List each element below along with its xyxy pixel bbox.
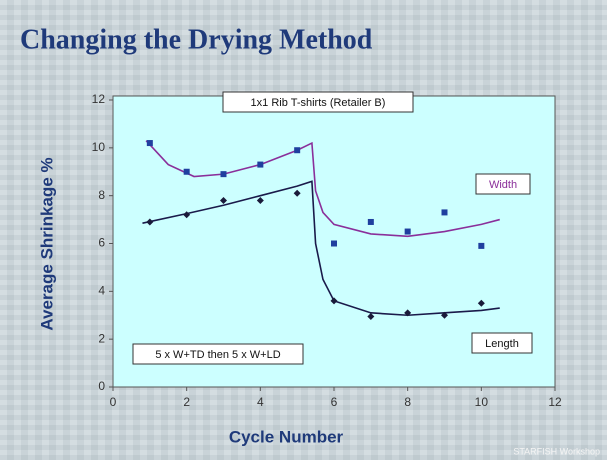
y-tick-label: 12 <box>92 92 106 106</box>
annotation-box <box>471 332 533 354</box>
point <box>331 240 337 247</box>
x-tick-label: 8 <box>404 395 411 409</box>
point <box>404 309 412 317</box>
y-tick-label: 4 <box>98 284 105 298</box>
point <box>478 242 485 249</box>
y-tick-label: 2 <box>98 331 105 345</box>
point <box>256 196 264 204</box>
x-tick-label: 6 <box>331 395 338 409</box>
x-tick-label: 12 <box>548 395 562 409</box>
point <box>441 209 448 216</box>
y-tick-label: 10 <box>92 140 106 154</box>
footer: STARFISH Workshop <box>513 446 600 456</box>
x-axis-label: Cycle Number <box>229 427 344 446</box>
point <box>294 147 301 154</box>
point <box>220 196 227 204</box>
point <box>183 168 190 175</box>
point <box>146 140 153 147</box>
annotation: 5 x W+TD then 5 x W+LD <box>155 349 280 361</box>
y-tick-label: 8 <box>98 188 105 202</box>
annotation-box <box>132 343 304 365</box>
point <box>257 161 264 168</box>
point <box>477 299 485 307</box>
point <box>330 297 338 305</box>
point <box>404 228 411 235</box>
y-axis-label: Average Shrinkage % <box>37 157 56 330</box>
x-tick-label: 10 <box>475 395 489 409</box>
point <box>183 211 191 219</box>
y-tick-label: 6 <box>98 236 105 250</box>
annotation: Width <box>489 179 517 191</box>
annotation-box <box>475 173 531 195</box>
point <box>367 218 374 225</box>
trend-line <box>142 180 500 317</box>
annotation: Length <box>485 338 519 350</box>
trend-line <box>145 140 500 238</box>
point <box>293 189 301 197</box>
annotation-box <box>222 91 414 113</box>
chart-title: Changing the Drying Method <box>20 24 373 55</box>
x-tick-label: 0 <box>110 395 117 409</box>
point <box>367 312 375 320</box>
point <box>441 311 448 319</box>
x-tick-label: 4 <box>257 395 264 409</box>
point <box>146 218 154 226</box>
point <box>220 171 227 178</box>
y-tick-label: 0 <box>98 379 105 393</box>
annotation: 1x1 Rib T-shirts (Retailer B) <box>251 97 386 109</box>
x-tick-label: 2 <box>183 395 190 409</box>
